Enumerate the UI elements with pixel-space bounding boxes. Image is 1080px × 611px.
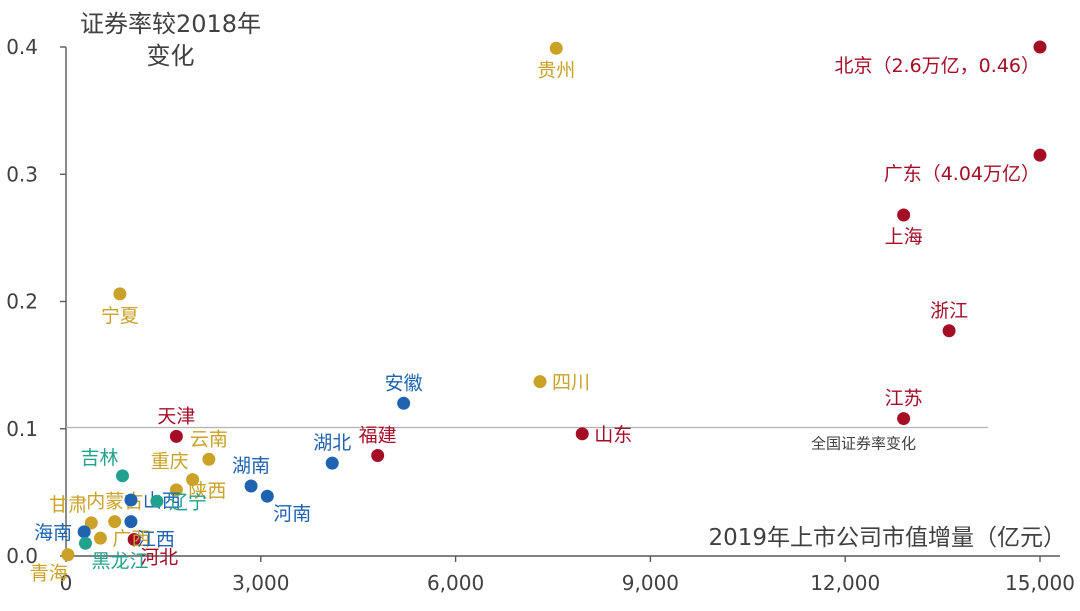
data-point	[108, 515, 122, 529]
data-point	[77, 525, 91, 539]
x-tick-label: 9,000	[622, 571, 679, 595]
data-point-label: 湖北	[313, 432, 351, 454]
data-point-label: 贵州	[537, 59, 575, 81]
data-point-label: 重庆	[151, 451, 189, 473]
y-tick-label: 0.0	[6, 544, 38, 568]
data-point	[325, 456, 339, 470]
data-point-label: 山东	[594, 424, 632, 446]
data-point-label: 广东（4.04万亿）	[884, 163, 1040, 185]
data-point-label: 福建	[359, 424, 397, 446]
data-point	[113, 287, 127, 301]
data-point	[897, 412, 911, 426]
data-point-label: 河南	[273, 503, 311, 525]
y-tick-label: 0.4	[6, 35, 38, 59]
data-point	[897, 208, 911, 222]
data-point-label: 江苏	[885, 388, 923, 410]
data-point	[84, 516, 98, 530]
data-point	[942, 324, 956, 338]
reference-line-label: 全国证券率变化	[811, 434, 916, 452]
data-point	[115, 469, 129, 483]
x-tick-label: 15,000	[1005, 571, 1075, 595]
data-point-label: 陕西	[188, 480, 226, 502]
y-axis-title-line1: 证券率较2018年	[80, 10, 262, 38]
data-point	[260, 489, 274, 503]
x-tick-label: 0	[60, 571, 73, 595]
data-point	[244, 479, 258, 493]
data-point-label: 云南	[190, 428, 228, 450]
data-point	[549, 41, 563, 55]
data-point-label: 江西	[137, 529, 175, 551]
y-axis-title-line2: 变化	[146, 42, 195, 70]
data-point	[575, 427, 589, 441]
y-tick-label: 0.3	[6, 162, 38, 186]
data-point	[124, 515, 138, 529]
y-tick-label: 0.1	[6, 417, 38, 441]
data-point	[127, 532, 141, 546]
data-point	[169, 483, 183, 497]
data-point-label: 宁夏	[101, 305, 139, 327]
x-tick-label: 12,000	[810, 571, 880, 595]
data-point-label: 甘肃	[49, 494, 87, 516]
data-point	[150, 494, 164, 508]
data-point-label: 上海	[885, 226, 923, 248]
data-point	[169, 429, 183, 443]
data-point-label: 天津	[157, 405, 195, 427]
data-point-label: 北京（2.6万亿，0.46）	[834, 55, 1040, 77]
y-axis-title: 证券率较2018年 变化	[80, 8, 261, 72]
data-point-label: 安徽	[385, 372, 423, 394]
data-point-label: 青海	[30, 563, 68, 585]
data-point	[93, 531, 107, 545]
data-point-label: 浙江	[930, 300, 968, 322]
x-tick-label: 3,000	[232, 571, 289, 595]
data-point	[397, 396, 411, 410]
data-point	[78, 536, 92, 550]
data-point	[61, 548, 75, 562]
data-point	[202, 452, 216, 466]
y-tick-label: 0.2	[6, 290, 38, 314]
data-point-label: 海南	[34, 522, 72, 544]
data-point	[1033, 148, 1047, 162]
data-point	[124, 493, 138, 507]
data-point-label: 四川	[552, 372, 590, 394]
x-axis-title: 2019年上市公司市值增量（亿元）	[708, 525, 1066, 551]
data-point-label: 湖南	[232, 455, 270, 477]
data-point	[1033, 40, 1047, 54]
x-tick-label: 6,000	[427, 571, 484, 595]
data-point	[371, 448, 385, 462]
data-point-label: 辽宁	[169, 491, 207, 513]
data-point-label: 河北	[140, 546, 178, 568]
data-point	[533, 375, 547, 389]
data-point	[186, 473, 200, 487]
data-point-label: 广西	[112, 528, 150, 550]
data-point-label: 黑龙江	[91, 550, 148, 572]
data-point-label: 吉林	[80, 447, 118, 469]
